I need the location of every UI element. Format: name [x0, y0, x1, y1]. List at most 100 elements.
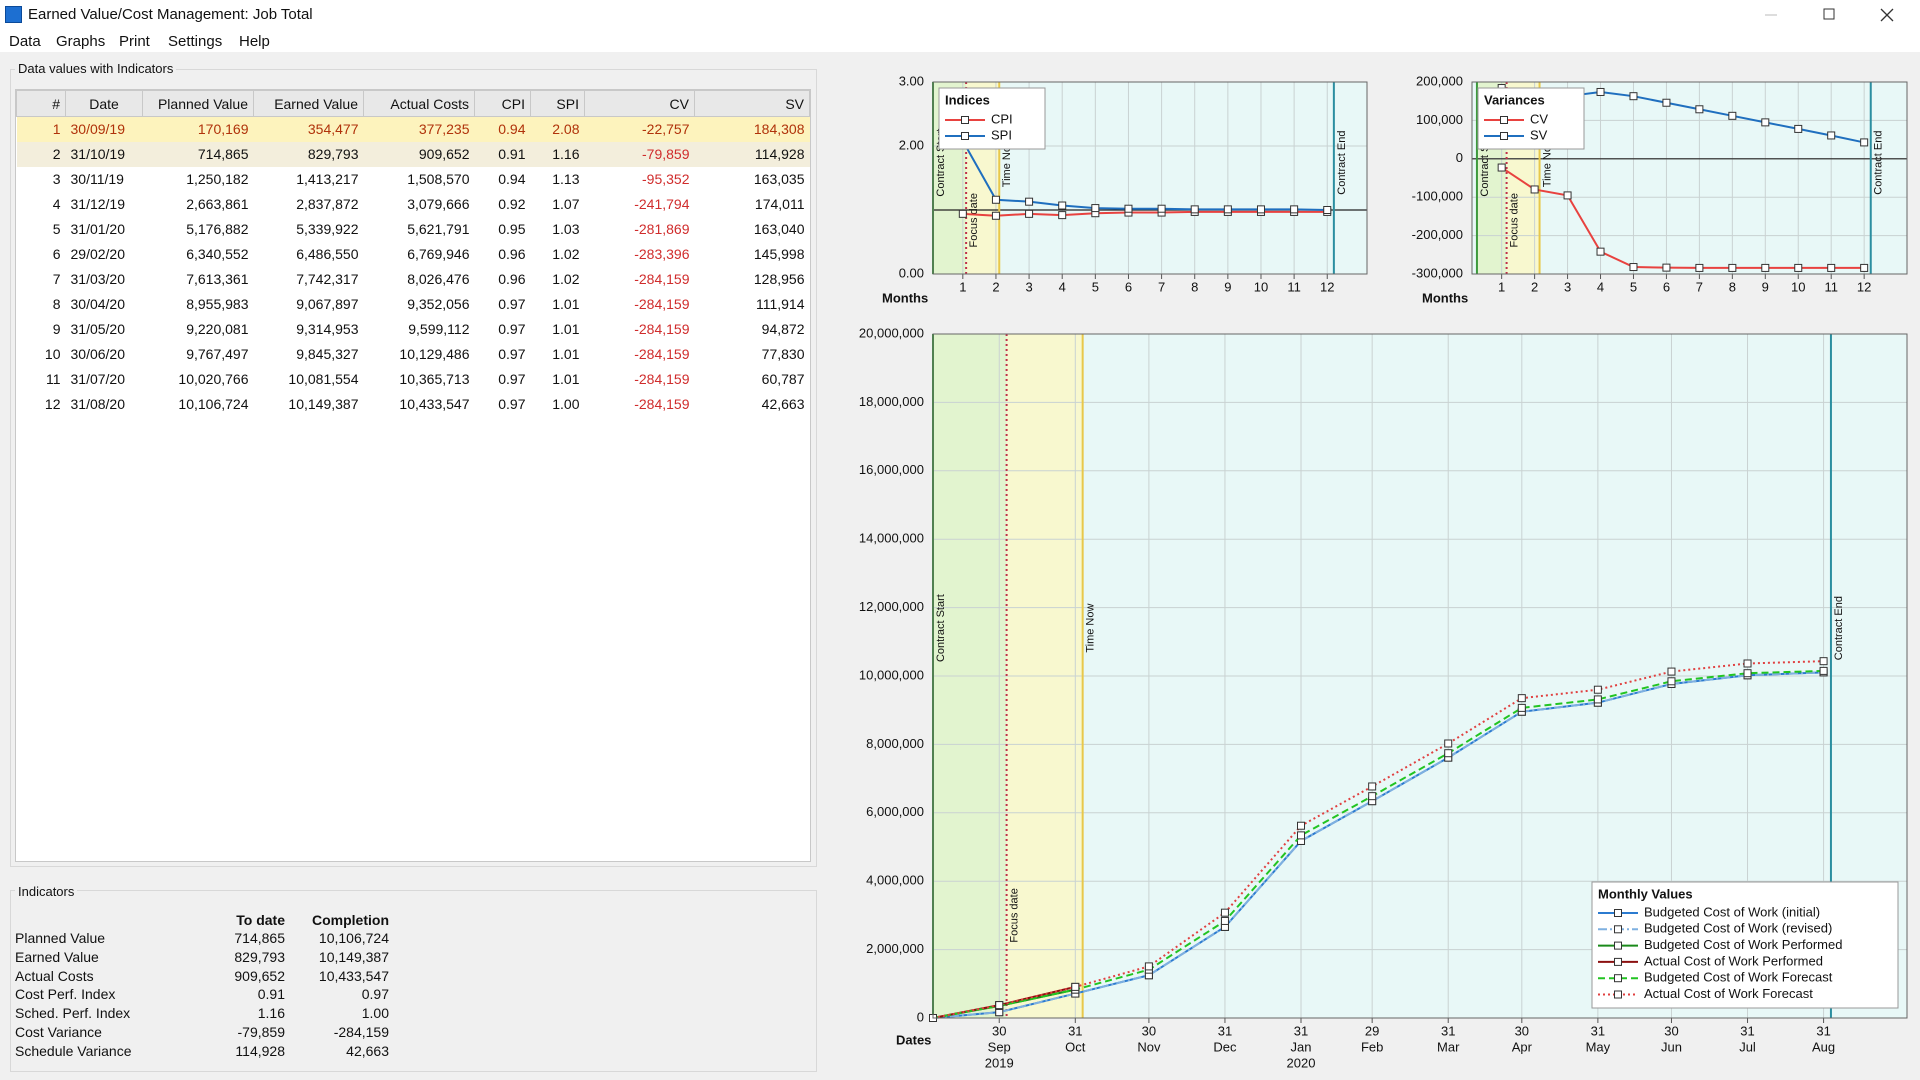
- plot-background: [933, 82, 1367, 274]
- data-point: [1497, 163, 1506, 172]
- legend-entry: Actual Cost of Work Forecast: [1644, 986, 1813, 1001]
- marker-label: Focus date: [968, 193, 980, 247]
- marker-label: Contract End: [1873, 131, 1885, 195]
- y-tick-label: -200,000: [1412, 227, 1463, 242]
- series-line: [932, 671, 1824, 1019]
- menu-item[interactable]: Print: [119, 33, 150, 50]
- y-tick-label: 4,000,000: [866, 873, 924, 888]
- x-tick-label: May: [1586, 1039, 1611, 1054]
- y-tick-label: 100,000: [1416, 112, 1463, 127]
- table-cell: 0.97: [498, 346, 526, 362]
- table-cell: 1,413,217: [296, 171, 359, 187]
- x-axis-label: Months: [1422, 290, 1468, 305]
- menu-item[interactable]: Graphs: [56, 33, 106, 50]
- data-point: [1071, 982, 1080, 991]
- table-row[interactable]: 9 31/05/20 9,220,081 9,314,953 9,599,112 0.97…: [17, 317, 810, 342]
- data-point: [929, 1014, 937, 1022]
- table-cell: -284,159: [634, 371, 690, 387]
- title-bar: Earned Value/Cost Management: Job Total: [0, 0, 1920, 30]
- data-point: [1091, 209, 1100, 218]
- data-point: [929, 1014, 937, 1022]
- menu-item[interactable]: Help: [239, 33, 270, 50]
- indicator-column-header: To date: [236, 912, 285, 928]
- column-header[interactable]: SPI: [530, 90, 585, 117]
- data-point: [1563, 92, 1572, 101]
- indicator-value: 829,793: [234, 948, 285, 965]
- table-row[interactable]: 5 31/01/20 5,176,882 5,339,922 5,621,791 0.95…: [17, 217, 810, 242]
- data-point: [1444, 753, 1453, 762]
- zone-before-focus: [1476, 82, 1507, 274]
- x-tick-label: 10: [1254, 279, 1268, 294]
- y-tick-label: 20,000,000: [859, 325, 924, 340]
- data-point: [1223, 205, 1232, 214]
- group-title: Indicators: [15, 884, 78, 899]
- table-cell: 170,169: [142, 116, 254, 142]
- data-point: [995, 1008, 1004, 1017]
- y-tick-label: 18,000,000: [859, 394, 924, 409]
- table-cell: -284,159: [634, 396, 690, 412]
- table-cell: 1.01: [552, 371, 580, 387]
- column-header[interactable]: Earned Value: [253, 90, 364, 117]
- marker-label: Time Now: [1085, 604, 1097, 653]
- plot-frame: [932, 81, 1368, 275]
- column-header[interactable]: Planned Value: [142, 90, 254, 117]
- table-cell: 31/08/20: [70, 396, 126, 412]
- data-point: [1743, 671, 1752, 680]
- x-tick-label: 4: [1597, 279, 1604, 294]
- table-cell: 1,508,570: [407, 171, 470, 187]
- table-row[interactable]: 2 31/10/19 714,865 829,793 909,652 0.91 1.16 -7…: [16, 141, 810, 167]
- legend-marker: [961, 132, 969, 140]
- table-row[interactable]: 4 31/12/19 2,663,861 2,837,872 3,079,666 0.92…: [17, 192, 810, 217]
- table-row[interactable]: 7 31/03/20 7,613,361 7,742,317 8,026,476 0.96…: [17, 267, 810, 292]
- table-row[interactable]: 12 31/08/20 10,106,724 10,149,387 10,433,547…: [17, 392, 810, 417]
- series-line: [932, 669, 1824, 1019]
- column-header[interactable]: Date: [65, 90, 143, 117]
- column-header[interactable]: CPI: [474, 90, 531, 117]
- table-cell: 1.01: [552, 346, 580, 362]
- column-header[interactable]: Actual Costs: [363, 90, 475, 117]
- zone-before-now: [1506, 82, 1540, 274]
- x-tick-label: 31: [1068, 1023, 1082, 1038]
- table-row[interactable]: 1 30/09/19 170,169 354,477 377,235 0.94 2.08 -2…: [16, 116, 810, 142]
- data-point: [995, 1001, 1004, 1010]
- menu-item[interactable]: Data: [9, 33, 41, 50]
- table-cell: 1.02: [552, 271, 580, 287]
- menu-item[interactable]: Settings: [168, 33, 223, 50]
- restore-button[interactable]: [1823, 8, 1835, 20]
- data-point: [995, 1008, 1004, 1017]
- column-header[interactable]: #: [16, 90, 66, 117]
- table-cell: 9,067,897: [296, 296, 359, 312]
- data-point: [1290, 207, 1299, 216]
- table-cell: 10,081,554: [288, 371, 359, 387]
- table-cell: 10,106,724: [178, 396, 249, 412]
- column-header[interactable]: SV: [694, 90, 810, 117]
- legend-marker: [1500, 116, 1508, 124]
- indicator-label: Sched. Perf. Index: [15, 1005, 131, 1022]
- data-point: [1728, 263, 1737, 272]
- table-row[interactable]: 11 31/07/20 10,020,766 10,081,554 10,365,713…: [17, 367, 810, 392]
- data-point: [1743, 669, 1752, 678]
- data-point: [1297, 836, 1306, 845]
- column-header[interactable]: CV: [584, 90, 695, 117]
- table-cell: 0.97: [498, 321, 526, 337]
- table-row[interactable]: 3 30/11/19 1,250,182 1,413,217 1,508,570 0.94…: [17, 167, 810, 192]
- table-row[interactable]: 10 30/06/20 9,767,497 9,845,327 10,129,486 0.…: [17, 342, 810, 367]
- table-row[interactable]: 8 30/04/20 8,955,983 9,067,897 9,352,056 0.97…: [17, 292, 810, 317]
- indicator-column-header: Completion: [312, 912, 389, 928]
- table-cell: 1,250,182: [186, 171, 249, 187]
- close-button[interactable]: [1880, 8, 1894, 22]
- data-point: [1297, 836, 1306, 845]
- window-controls: [1765, 8, 1894, 22]
- data-point: [1629, 92, 1638, 101]
- x-tick-label: 31: [1441, 1023, 1455, 1038]
- table-row[interactable]: 6 29/02/20 6,340,552 6,486,550 6,769,946 0.96…: [17, 242, 810, 267]
- table-cell: 30/06/20: [70, 346, 126, 362]
- table-cell: 11: [45, 371, 61, 387]
- table-cell: 9,599,112: [408, 321, 470, 337]
- legend-entry: Actual Cost of Work Performed: [1644, 953, 1823, 968]
- x-tick-label: 3: [1025, 279, 1032, 294]
- legend-entry: Budgeted Cost of Work (initial): [1644, 904, 1820, 919]
- data-point: [1596, 87, 1605, 96]
- data-point: [929, 1014, 937, 1022]
- table-cell: 184,308: [694, 116, 810, 142]
